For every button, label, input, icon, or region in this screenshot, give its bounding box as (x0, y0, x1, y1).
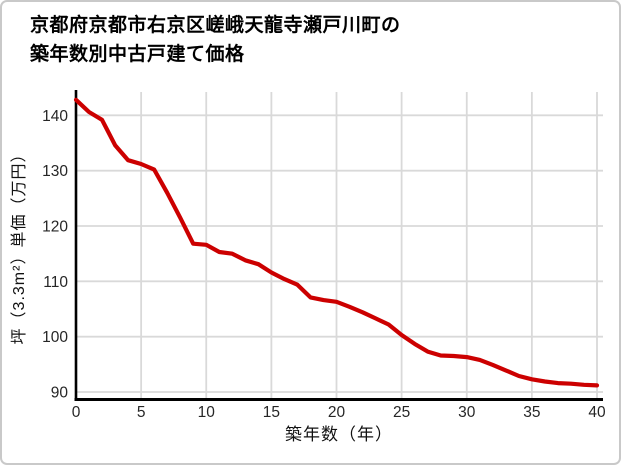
x-tick-label: 25 (393, 404, 410, 421)
x-axis-label: 築年数（年） (285, 425, 393, 444)
y-tick-label: 140 (42, 108, 68, 125)
x-tick-label: 0 (72, 404, 81, 421)
x-tick-label: 35 (523, 404, 540, 421)
chart-title-line1: 京都府京都市右京区嵯峨天龍寺瀬戸川町の (30, 15, 401, 36)
x-tick-label: 10 (198, 404, 216, 421)
chart-title-line2: 築年数別中古戸建て価格 (30, 44, 245, 66)
x-tick-label: 40 (588, 404, 606, 421)
chart-title: 京都府京都市右京区嵯峨天龍寺瀬戸川町の 築年数別中古戸建て価格 (30, 11, 401, 70)
x-tick-label: 5 (137, 404, 146, 421)
y-tick-label: 90 (51, 385, 69, 402)
price-line-series (73, 97, 600, 388)
y-axis-label: 坪（3.3m²）単価（万円） (11, 145, 28, 345)
x-tick-label: 30 (458, 404, 476, 421)
y-tick-label: 110 (43, 274, 68, 291)
y-tick-label: 120 (42, 219, 68, 236)
y-tick-label: 100 (42, 329, 68, 346)
x-tick-label: 20 (328, 404, 346, 421)
x-tick-label: 15 (263, 404, 280, 421)
y-tick-label: 130 (42, 163, 68, 180)
